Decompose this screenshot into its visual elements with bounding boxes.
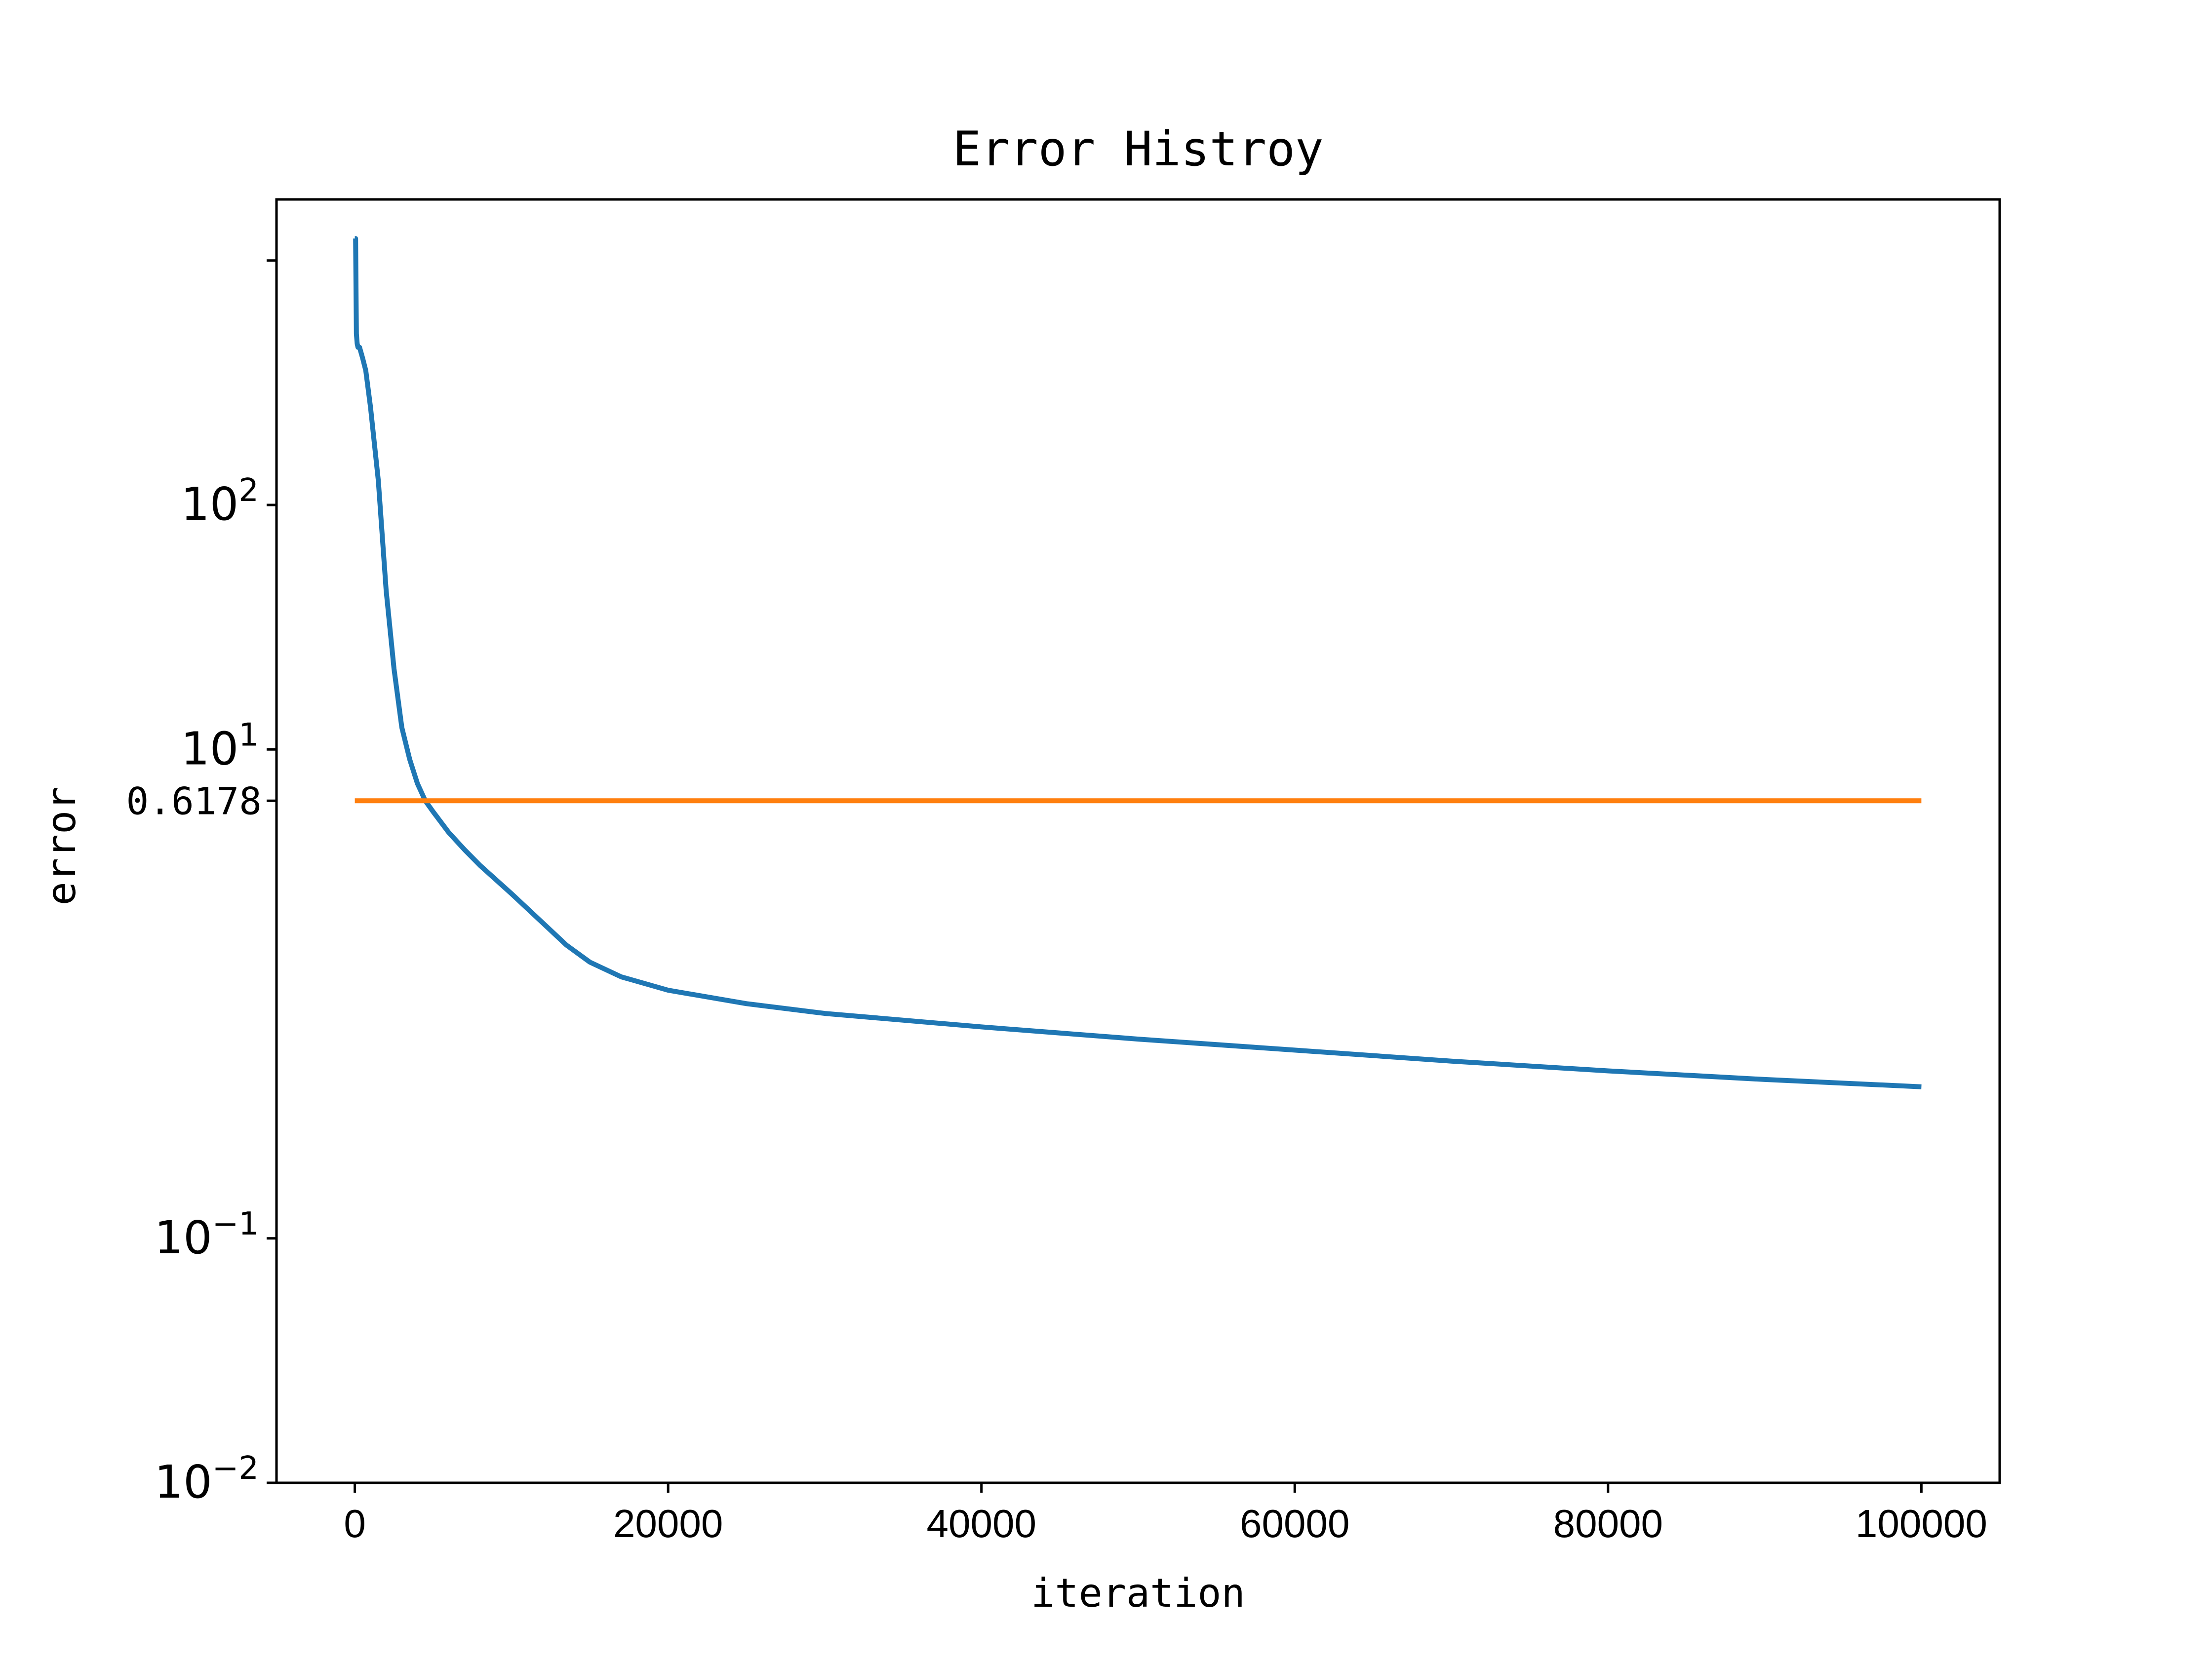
series-layer [353,236,1922,1089]
x-tick-label: 80000 [1553,1502,1663,1545]
y-axis-label: error [39,787,84,906]
x-tick-label: 100000 [1856,1502,1987,1545]
chart-title: Error Histroy [952,121,1323,177]
x-tick-label: 40000 [926,1502,1036,1545]
x-tick-label: 60000 [1240,1502,1349,1545]
tick-layer: 0 20000 40000 60000 80000 100000 10−2 10−1 101 10… [126,259,1987,1545]
plot-frame [275,198,2001,1484]
series-line-error [353,236,1922,1089]
y-tick-label: 102 [181,472,259,531]
y-tick-label: 10−2 [155,1450,259,1508]
x-tick-label: 0 [344,1502,366,1545]
x-tick-label: 20000 [613,1502,723,1545]
y-tick-label: 101 [181,717,259,775]
x-axis-label: iteration [1031,1570,1245,1616]
y-tick-label: 10−1 [155,1206,259,1264]
y-tick-label-special: 0.6178 [126,779,262,823]
